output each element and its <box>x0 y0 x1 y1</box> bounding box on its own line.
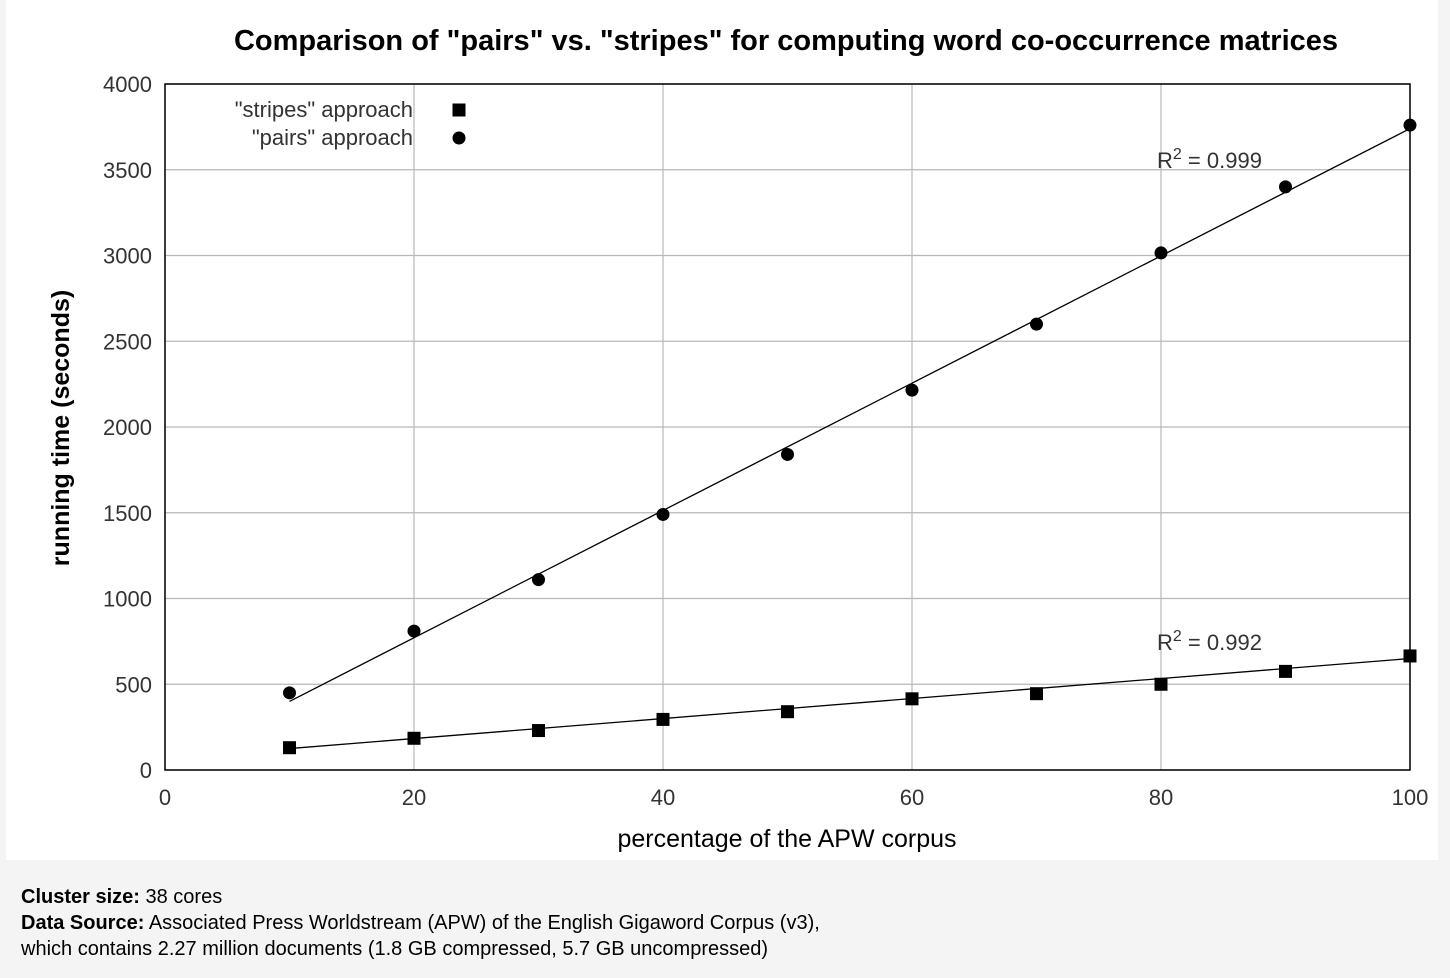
pairs-data-point <box>283 686 296 700</box>
x-tick-label: 20 <box>402 785 426 810</box>
x-tick-label: 80 <box>1149 785 1173 810</box>
stripes-data-point <box>283 741 296 755</box>
y-tick-label: 0 <box>140 758 152 783</box>
caption-source-line-2: which contains 2.27 million documents (1… <box>21 938 769 960</box>
plot-frame <box>164 83 1411 771</box>
tick-labels: 0 500 1000 1500 2000 2500 3000 3500 4000 0 20 40 60 8… <box>103 72 1428 810</box>
pairs-r-squared-label: R2 = 0.999 <box>1157 146 1262 173</box>
annotations: R2 = 0.992 R2 = 0.999 <box>1157 146 1262 655</box>
stripes-data-point <box>656 712 670 726</box>
stripes-r-squared-label: R2 = 0.992 <box>1157 628 1262 655</box>
x-axis-label: percentage of the APW corpus <box>617 825 956 853</box>
y-tick-label: 3500 <box>103 158 152 183</box>
pairs-data-point <box>781 447 794 461</box>
legend: "stripes" approach "pairs" approach <box>235 97 466 150</box>
y-tick-label: 1500 <box>103 501 152 526</box>
caption-cluster-line: Cluster size: 38 cores <box>21 884 820 910</box>
caption-source-line: Data Source: Associated Press Worldstrea… <box>21 910 820 936</box>
x-tick-label: 60 <box>900 785 924 810</box>
fit-lines <box>289 128 1411 750</box>
pairs-data-point <box>1154 246 1168 260</box>
x-tick-label: 0 <box>159 785 171 810</box>
chart: Comparison of "pairs" vs. "stripes" for … <box>47 25 1428 853</box>
stripes-data-point <box>1030 687 1043 701</box>
cluster-size-value: 38 cores <box>139 886 223 908</box>
legend-marker-pairs <box>452 131 466 145</box>
legend-marker-stripes <box>452 103 466 117</box>
pairs-data-point <box>1279 180 1292 194</box>
x-tick-label: 40 <box>651 785 675 810</box>
data-points <box>283 118 1417 755</box>
stripes-data-point <box>1279 664 1292 678</box>
stripes-data-point <box>1154 677 1168 691</box>
cluster-size-label: Cluster size: <box>21 886 140 908</box>
y-tick-label: 3000 <box>103 244 152 269</box>
stripes-data-point <box>407 731 421 745</box>
y-tick-label: 2500 <box>103 329 152 354</box>
pairs-data-point <box>407 624 421 638</box>
pairs-data-point <box>656 507 670 521</box>
y-tick-label: 4000 <box>103 72 152 97</box>
stripes-fit-line <box>289 657 1411 750</box>
data-source-label: Data Source: <box>21 912 145 934</box>
chart-panel: Comparison of "pairs" vs. "stripes" for … <box>6 0 1438 860</box>
y-axis-label: running time (seconds) <box>47 290 75 566</box>
x-tick-label: 100 <box>1392 785 1429 810</box>
legend-label-pairs: "pairs" approach <box>252 125 413 150</box>
y-tick-label: 2000 <box>103 415 152 440</box>
stripes-data-point <box>532 724 545 738</box>
y-tick-label: 1000 <box>103 587 152 612</box>
stripes-data-point <box>781 705 794 719</box>
caption: Cluster size: 38 cores Data Source: Asso… <box>21 884 820 962</box>
stripes-data-point <box>905 692 919 706</box>
pairs-fit-line <box>289 128 1411 702</box>
legend-label-stripes: "stripes" approach <box>235 97 413 122</box>
chart-title: Comparison of "pairs" vs. "stripes" for … <box>234 25 1338 57</box>
data-source-value: Associated Press Worldstream (APW) of th… <box>144 912 820 934</box>
pairs-data-point <box>1030 317 1043 331</box>
pairs-data-point <box>532 573 545 587</box>
pairs-data-point <box>905 383 919 397</box>
grid <box>164 83 1411 771</box>
y-tick-label: 500 <box>115 672 152 697</box>
